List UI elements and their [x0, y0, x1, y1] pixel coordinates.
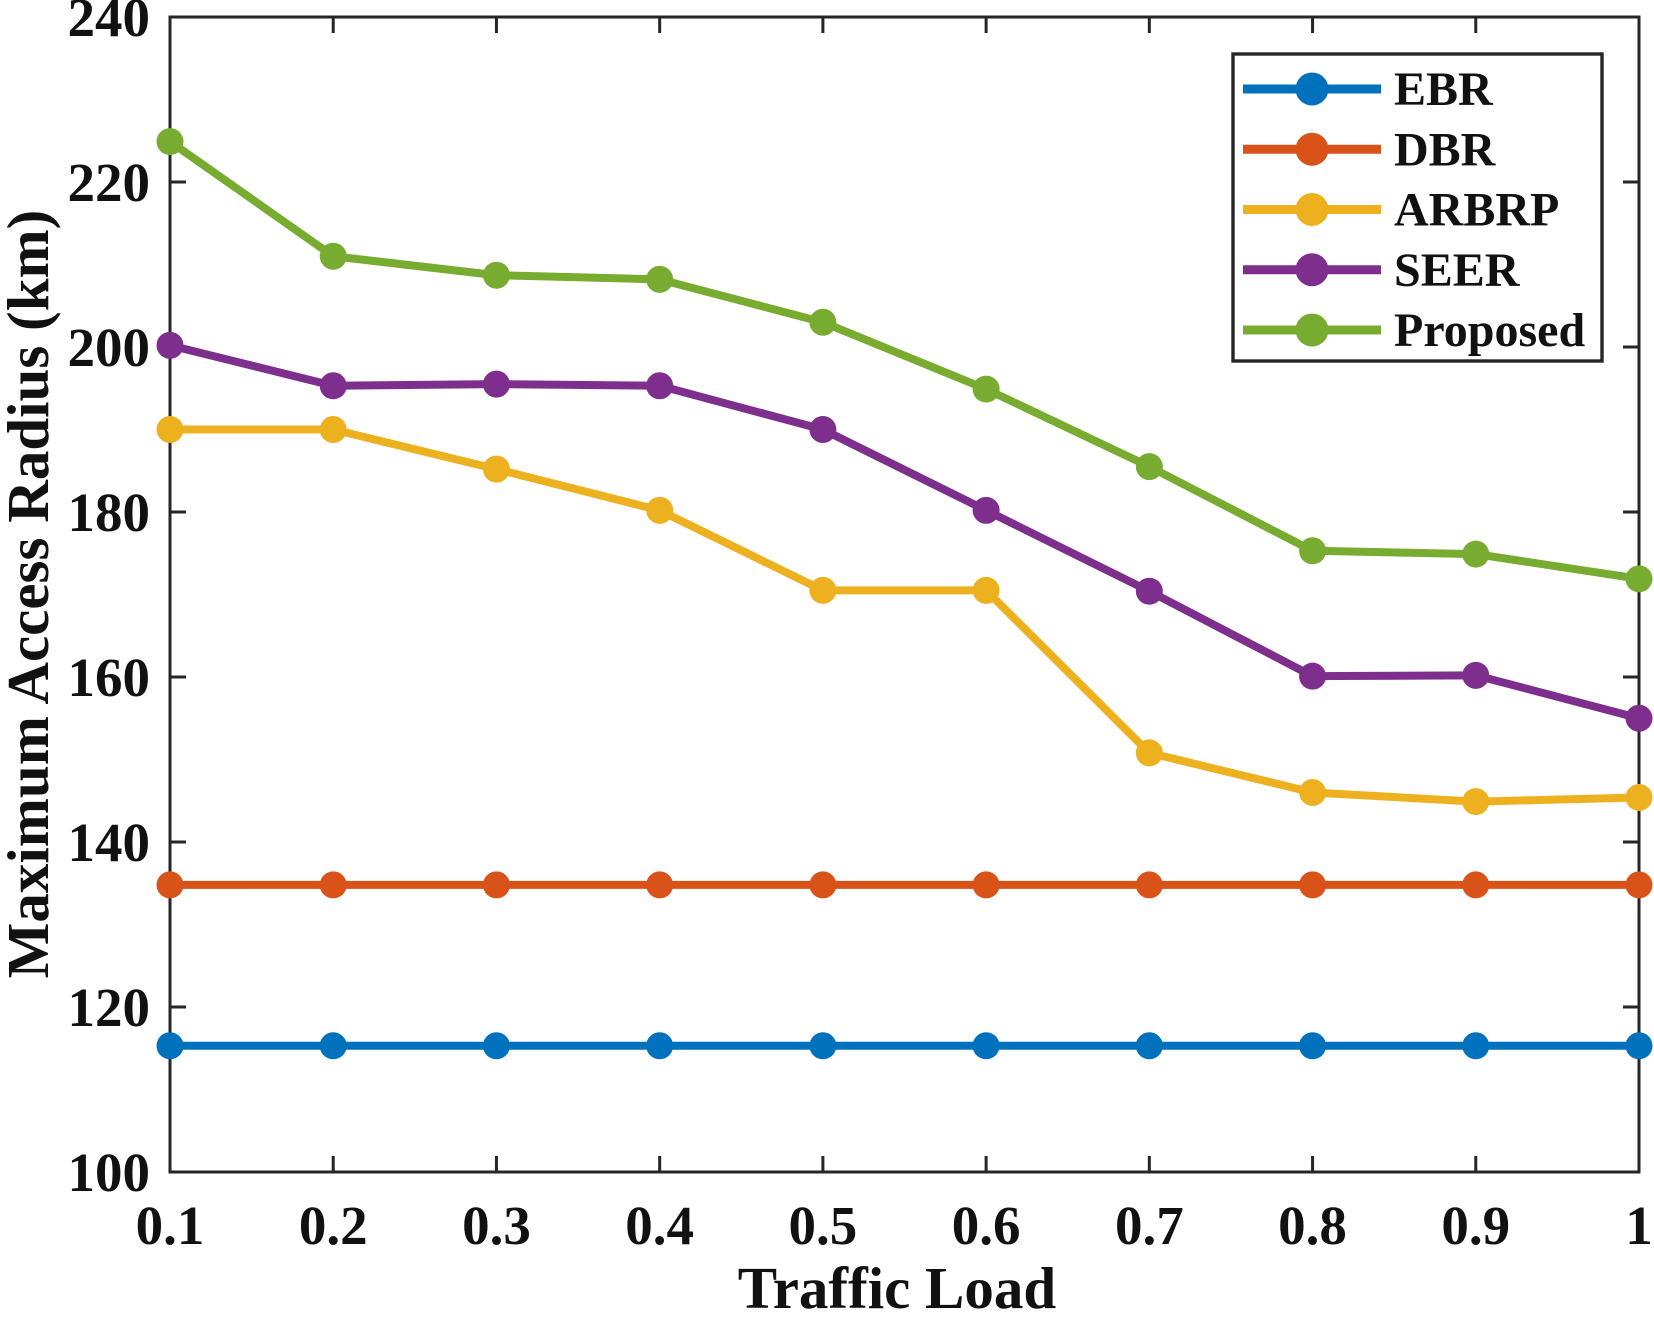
- series-marker-proposed-x0.8: [1299, 537, 1327, 565]
- series-marker-ebr-x0.6: [972, 1032, 1000, 1060]
- y-tick-label-100: 100: [68, 1142, 151, 1203]
- series-layer: [156, 128, 1653, 1060]
- x-tick-label-0.1: 0.1: [136, 1195, 205, 1256]
- legend-marker-ebr: [1295, 72, 1329, 106]
- series-marker-seer-x0.1: [156, 331, 184, 359]
- series-marker-dbr-x0.6: [972, 871, 1000, 899]
- x-tick-label-0.6: 0.6: [952, 1195, 1021, 1256]
- series-marker-ebr-x0.8: [1299, 1032, 1327, 1060]
- x-tick-label-0.4: 0.4: [625, 1195, 694, 1256]
- y-tick-label-160: 160: [68, 647, 151, 708]
- series-marker-arbrp-x0.8: [1299, 779, 1327, 806]
- legend-marker-proposed: [1295, 313, 1329, 347]
- series-marker-proposed-x0.7: [1135, 453, 1163, 481]
- series-marker-proposed-x0.4: [646, 265, 674, 293]
- series-proposed: [156, 128, 1653, 593]
- y-tick-label-240: 240: [68, 0, 151, 48]
- series-marker-ebr-x0.7: [1135, 1032, 1163, 1060]
- x-tick-label-0.8: 0.8: [1278, 1195, 1347, 1256]
- legend-label-dbr: DBR: [1394, 123, 1497, 176]
- series-marker-ebr-x0.2: [319, 1032, 347, 1060]
- legend-item-dbr: DBR: [1243, 123, 1497, 176]
- x-tick-label-0.9: 0.9: [1441, 1195, 1510, 1256]
- x-tick-label-1: 1: [1625, 1195, 1653, 1256]
- series-marker-arbrp-x0.9: [1462, 788, 1490, 816]
- x-tick-label-0.5: 0.5: [789, 1195, 858, 1256]
- legend-label-proposed: Proposed: [1394, 304, 1585, 357]
- axes: 0.1 0.2 0.3 0.4 0.5 0.6 0.7 0.8 0.9 1 100 120 140 160…: [68, 0, 1653, 1256]
- y-tick-label-220: 220: [68, 152, 151, 213]
- plot-box: [168, 15, 1641, 1174]
- y-tick-label-120: 120: [68, 977, 151, 1038]
- legend-marker-arbrp: [1295, 193, 1329, 226]
- legend-label-seer: SEER: [1394, 244, 1521, 297]
- series-marker-seer-x0.7: [1135, 577, 1163, 605]
- series-marker-dbr-x0.1: [156, 871, 184, 899]
- series-marker-seer-x0.8: [1299, 662, 1327, 690]
- series-marker-dbr-x0.8: [1299, 871, 1327, 899]
- series-marker-dbr-x0.4: [646, 871, 674, 899]
- series-marker-arbrp-x0.6: [972, 576, 1000, 604]
- series-marker-arbrp-x1: [1625, 783, 1653, 811]
- series-marker-arbrp-x0.2: [319, 416, 347, 443]
- legend-item-proposed: Proposed: [1243, 304, 1585, 357]
- series-marker-proposed-x0.6: [972, 375, 1000, 403]
- series-marker-proposed-x1: [1625, 565, 1653, 593]
- series-marker-proposed-x0.2: [319, 242, 347, 270]
- series-marker-arbrp-x0.3: [482, 455, 510, 483]
- series-marker-arbrp-x0.7: [1135, 739, 1163, 767]
- series-marker-seer-x0.6: [972, 496, 1000, 524]
- series-seer: [156, 331, 1653, 732]
- series-marker-dbr-x0.7: [1135, 871, 1163, 899]
- series-marker-seer-x0.4: [646, 372, 674, 400]
- legend-item-seer: SEER: [1243, 244, 1521, 297]
- legend-item-arbrp: ARBRP: [1243, 184, 1559, 237]
- series-marker-ebr-x0.4: [646, 1032, 674, 1060]
- series-arbrp: [156, 416, 1653, 816]
- series-marker-proposed-x0.9: [1462, 540, 1490, 568]
- series-marker-dbr-x0.3: [482, 871, 510, 899]
- legend-label-arbrp: ARBRP: [1394, 184, 1559, 237]
- x-tick-label-0.3: 0.3: [462, 1195, 531, 1256]
- legend-marker-seer: [1295, 253, 1329, 287]
- series-line-proposed: [166, 137, 1643, 583]
- series-marker-arbrp-x0.5: [809, 576, 837, 604]
- series-marker-arbrp-x0.4: [646, 496, 674, 524]
- series-marker-seer-x0.9: [1462, 661, 1490, 689]
- series-marker-dbr-x1: [1625, 871, 1653, 899]
- series-marker-ebr-x0.5: [809, 1032, 837, 1060]
- series-dbr: [156, 871, 1653, 899]
- y-tick-label-200: 200: [68, 317, 151, 378]
- y-tick-label-180: 180: [68, 482, 151, 543]
- x-tick-label-0.2: 0.2: [299, 1195, 368, 1256]
- y-axis-title: Maximum Access Radius (km): [0, 210, 61, 979]
- series-marker-dbr-x0.9: [1462, 871, 1490, 899]
- series-line-seer: [166, 341, 1643, 723]
- series-marker-dbr-x0.5: [809, 871, 837, 899]
- series-marker-dbr-x0.2: [319, 871, 347, 899]
- series-marker-seer-x1: [1625, 704, 1653, 732]
- series-marker-arbrp-x0.1: [156, 416, 184, 443]
- series-marker-ebr-x0.9: [1462, 1032, 1490, 1060]
- series-marker-seer-x0.3: [482, 370, 510, 398]
- series-marker-ebr-x1: [1625, 1032, 1653, 1060]
- series-marker-seer-x0.5: [809, 416, 837, 443]
- x-tick-label-0.7: 0.7: [1115, 1195, 1184, 1256]
- series-line-arbrp: [166, 425, 1643, 806]
- y-tick-label-140: 140: [68, 812, 151, 873]
- legend-item-ebr: EBR: [1243, 63, 1494, 116]
- series-marker-proposed-x0.5: [809, 308, 837, 336]
- series-marker-seer-x0.2: [319, 372, 347, 400]
- series-marker-ebr-x0.1: [156, 1032, 184, 1060]
- legend: EBR DBR ARBRP SEER Proposed: [1231, 52, 1604, 363]
- x-axis-title: Traffic Load: [738, 1255, 1057, 1321]
- series-marker-ebr-x0.3: [482, 1032, 510, 1060]
- legend-marker-dbr: [1295, 132, 1329, 166]
- legend-label-ebr: EBR: [1394, 63, 1494, 116]
- series-ebr: [156, 1032, 1653, 1060]
- series-marker-proposed-x0.1: [156, 128, 184, 156]
- series-marker-proposed-x0.3: [482, 261, 510, 289]
